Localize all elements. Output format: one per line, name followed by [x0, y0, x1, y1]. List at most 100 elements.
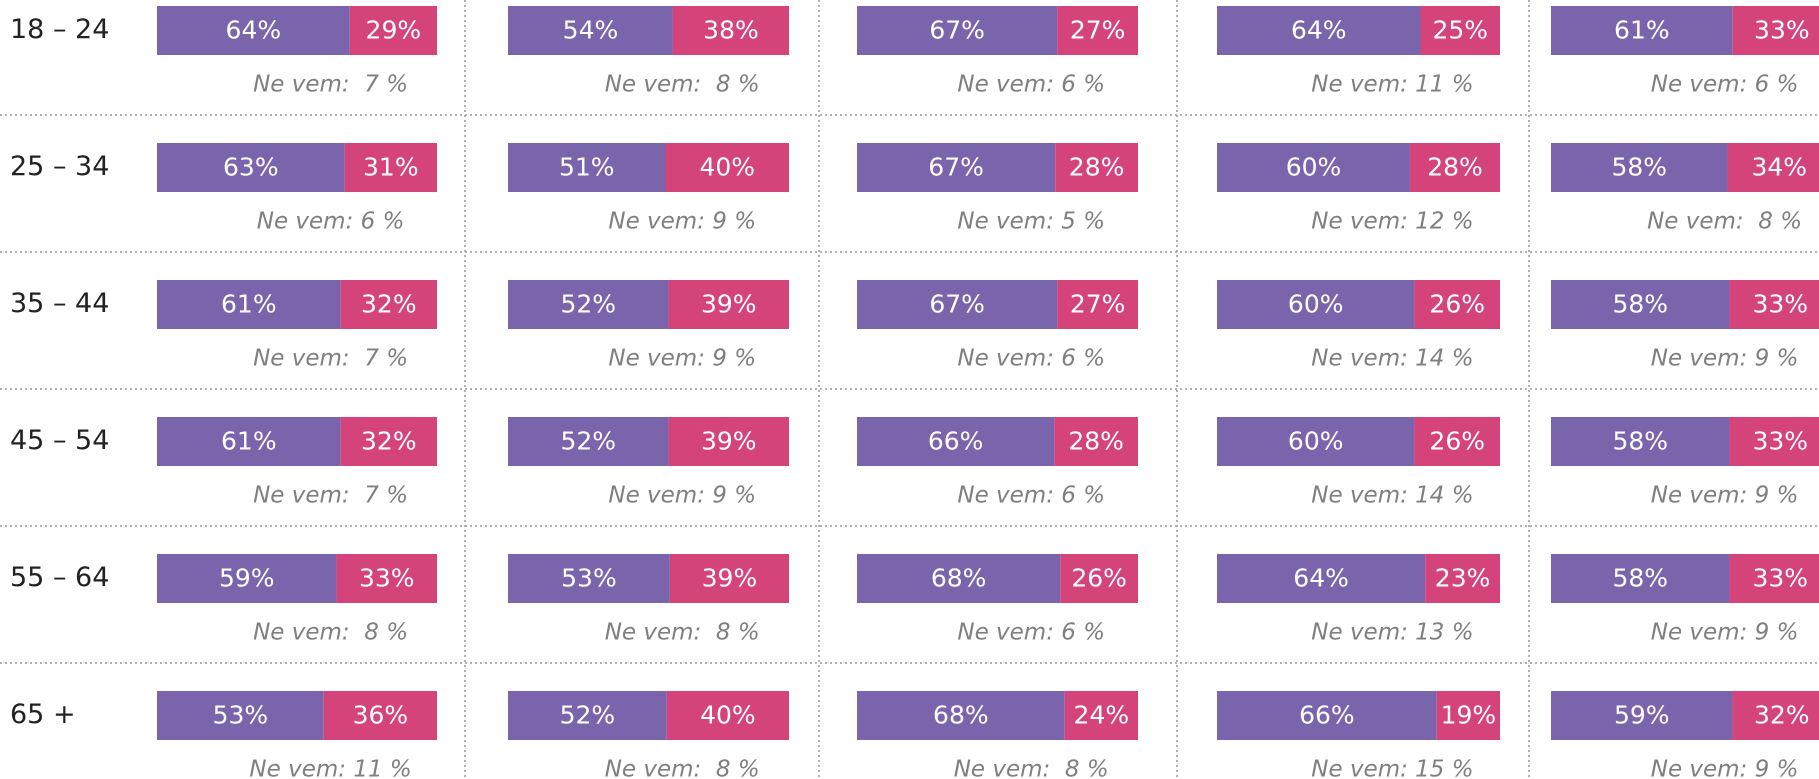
value-label: 33%	[1754, 16, 1810, 45]
bar-segment	[349, 6, 437, 55]
bar-segment	[1217, 417, 1415, 466]
dont-know-label: Ne vem: 11 %	[249, 757, 411, 779]
value-label: 68%	[931, 564, 987, 593]
value-label: 68%	[933, 701, 989, 730]
bar-segment	[1414, 280, 1500, 329]
value-label: 32%	[361, 427, 417, 456]
bar-segment	[1420, 6, 1500, 55]
bar-segment	[1057, 280, 1138, 329]
bar-segment	[1729, 417, 1819, 466]
bar-segment	[1551, 6, 1733, 55]
dont-know-label: Ne vem: 9 %	[608, 209, 756, 235]
value-label: 59%	[1614, 701, 1670, 730]
bar-segment	[857, 143, 1056, 192]
value-label: 38%	[703, 16, 759, 45]
value-label: 61%	[221, 427, 277, 456]
bar-segment	[508, 417, 669, 466]
dont-know-label: Ne vem: 8 %	[954, 757, 1109, 779]
bar-segment	[1060, 554, 1138, 603]
dont-know-label: Ne vem: 9 %	[608, 483, 756, 509]
value-label: 58%	[1611, 153, 1667, 182]
dont-know-label: Ne vem: 9 %	[1651, 620, 1799, 646]
bar-segment	[157, 143, 345, 192]
value-label: 26%	[1429, 290, 1485, 319]
dont-know-label: Ne vem: 9 %	[1651, 757, 1799, 779]
dont-know-label: Ne vem: 11 %	[1311, 72, 1473, 98]
dont-know-label: Ne vem: 8 %	[253, 620, 408, 646]
value-label: 67%	[929, 16, 985, 45]
value-label: 61%	[221, 290, 277, 319]
value-label: 58%	[1612, 290, 1668, 319]
bar-segment	[157, 417, 341, 466]
bar-segment	[1409, 143, 1500, 192]
bar-segment	[668, 280, 789, 329]
bar-segment	[1217, 143, 1410, 192]
value-label: 29%	[366, 16, 422, 45]
bar-segment	[323, 691, 437, 740]
dont-know-label: Ne vem: 5 %	[957, 209, 1105, 235]
value-label: 59%	[219, 564, 275, 593]
value-label: 66%	[928, 427, 984, 456]
dont-know-label: Ne vem: 7 %	[253, 346, 408, 372]
category-label: 55 – 64	[10, 562, 109, 593]
bar-segment	[340, 417, 437, 466]
dont-know-label: Ne vem: 9 %	[1651, 346, 1799, 372]
bar-segment	[1732, 691, 1819, 740]
bar-segment	[669, 554, 789, 603]
category-label: 35 – 44	[10, 288, 109, 319]
dont-know-label: Ne vem: 6 %	[1651, 72, 1799, 98]
value-label: 60%	[1288, 427, 1344, 456]
bar-segment	[857, 691, 1065, 740]
bar-segment	[1425, 554, 1500, 603]
bar-segment	[1064, 691, 1138, 740]
category-label: 65 +	[10, 699, 76, 730]
dont-know-label: Ne vem: 7 %	[253, 72, 408, 98]
value-label: 51%	[559, 153, 615, 182]
value-label: 39%	[701, 427, 757, 456]
value-label: 25%	[1432, 16, 1488, 45]
value-label: 39%	[702, 564, 758, 593]
bar-segment	[1551, 143, 1728, 192]
value-label: 60%	[1286, 153, 1342, 182]
bar-segment	[668, 417, 789, 466]
value-label: 28%	[1069, 153, 1125, 182]
bar-segment	[672, 6, 789, 55]
bar-segment	[508, 691, 667, 740]
value-label: 67%	[928, 153, 984, 182]
bar-segment	[857, 6, 1058, 55]
bar-segment	[344, 143, 437, 192]
bar-segment	[1551, 417, 1730, 466]
bar-segment	[508, 6, 673, 55]
value-label: 33%	[1752, 564, 1808, 593]
value-label: 40%	[700, 701, 756, 730]
value-label: 61%	[1614, 16, 1670, 45]
bar-segment	[857, 417, 1055, 466]
value-label: 64%	[1293, 564, 1349, 593]
value-label: 33%	[1752, 427, 1808, 456]
bar-segment	[340, 280, 437, 329]
bar-segment	[1217, 554, 1426, 603]
bar-segment	[1414, 417, 1500, 466]
value-label: 24%	[1074, 701, 1130, 730]
value-label: 52%	[560, 427, 616, 456]
bar-segment	[157, 280, 341, 329]
value-label: 32%	[361, 290, 417, 319]
value-label: 66%	[1299, 701, 1355, 730]
dont-know-label: Ne vem: 8 %	[1647, 209, 1802, 235]
value-label: 54%	[563, 16, 619, 45]
bar-segment	[665, 143, 789, 192]
category-label: 18 – 24	[10, 14, 109, 45]
bar-segment	[857, 554, 1061, 603]
dont-know-label: Ne vem: 9 %	[608, 346, 756, 372]
bar-segment	[666, 691, 789, 740]
dont-know-label: Ne vem: 6 %	[957, 72, 1105, 98]
value-label: 26%	[1071, 564, 1127, 593]
value-label: 53%	[561, 564, 617, 593]
value-label: 64%	[226, 16, 282, 45]
dont-know-label: Ne vem: 15 %	[1311, 757, 1473, 779]
value-label: 27%	[1070, 290, 1126, 319]
value-label: 36%	[353, 701, 409, 730]
value-label: 32%	[1754, 701, 1810, 730]
bar-segment	[508, 280, 669, 329]
value-label: 67%	[929, 290, 985, 319]
